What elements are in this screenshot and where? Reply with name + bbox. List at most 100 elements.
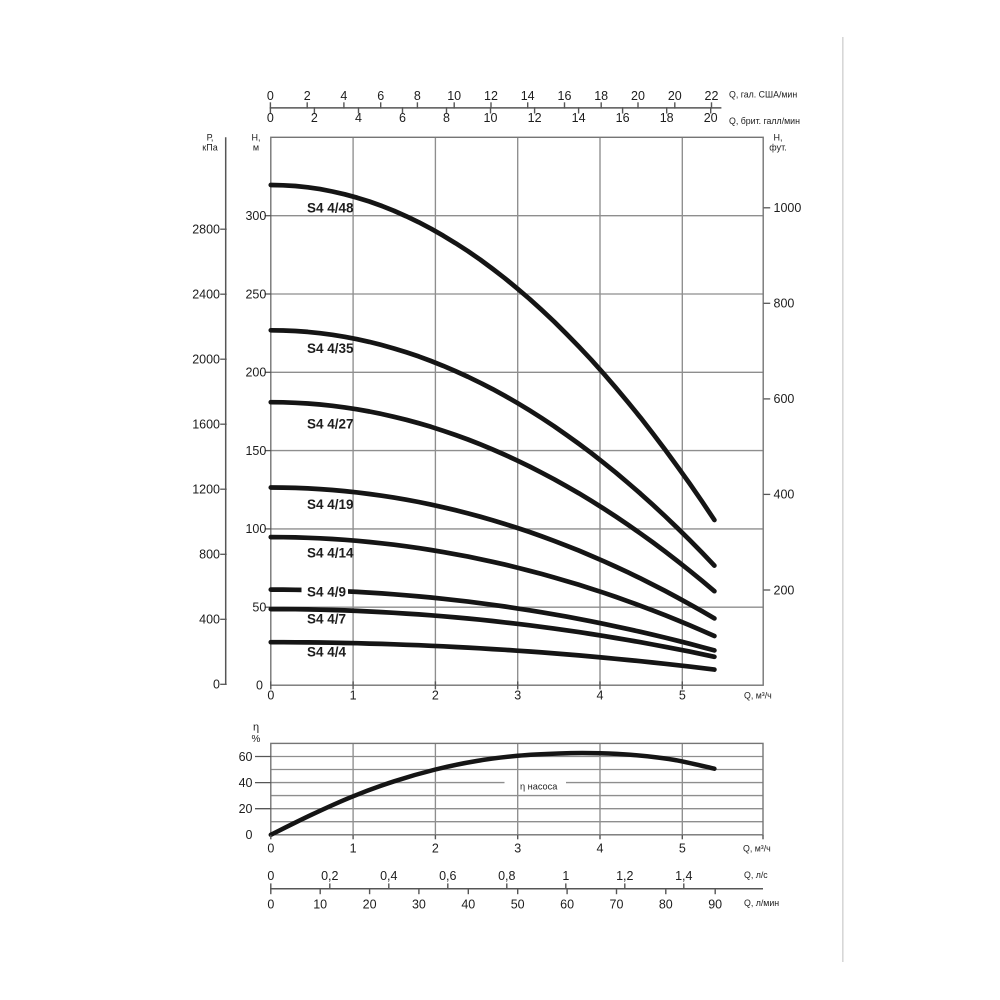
svg-text:3: 3 (514, 688, 521, 702)
svg-text:18: 18 (660, 111, 674, 125)
svg-text:20: 20 (363, 898, 377, 912)
svg-text:м: м (253, 143, 259, 153)
svg-text:0: 0 (213, 678, 220, 692)
svg-text:12: 12 (484, 89, 498, 103)
svg-text:6: 6 (399, 111, 406, 125)
svg-text:400: 400 (199, 613, 220, 627)
svg-text:10: 10 (484, 111, 498, 125)
svg-text:50: 50 (252, 601, 266, 615)
svg-text:2000: 2000 (192, 353, 220, 367)
svg-text:0,2: 0,2 (321, 869, 338, 883)
svg-text:5: 5 (679, 842, 686, 856)
svg-text:20: 20 (704, 111, 718, 125)
svg-text:0: 0 (267, 688, 274, 702)
svg-text:4: 4 (597, 842, 604, 856)
svg-text:300: 300 (245, 209, 266, 223)
svg-text:0,4: 0,4 (380, 869, 397, 883)
svg-text:2: 2 (432, 842, 439, 856)
svg-text:η: η (253, 722, 259, 734)
svg-text:70: 70 (610, 898, 624, 912)
svg-text:4: 4 (355, 111, 362, 125)
svg-text:18: 18 (594, 89, 608, 103)
svg-text:S4 4/7: S4 4/7 (307, 612, 346, 627)
svg-text:10: 10 (313, 898, 327, 912)
svg-text:600: 600 (774, 392, 795, 406)
svg-text:Q, м³/ч: Q, м³/ч (744, 690, 772, 700)
svg-text:16: 16 (616, 111, 630, 125)
svg-text:60: 60 (560, 898, 574, 912)
svg-text:200: 200 (774, 583, 795, 597)
svg-text:Н,: Н, (252, 132, 261, 142)
svg-text:Q, м³/ч: Q, м³/ч (743, 844, 771, 854)
svg-text:1200: 1200 (192, 483, 220, 497)
svg-text:S4 4/4: S4 4/4 (307, 645, 347, 660)
svg-text:10: 10 (447, 89, 461, 103)
svg-text:150: 150 (245, 444, 266, 458)
svg-text:100: 100 (245, 522, 266, 536)
svg-text:200: 200 (245, 366, 266, 380)
svg-text:1000: 1000 (774, 201, 802, 215)
svg-text:S4 4/9: S4 4/9 (307, 585, 346, 600)
svg-text:S4 4/27: S4 4/27 (307, 417, 354, 432)
svg-text:Q, л/мин: Q, л/мин (744, 898, 779, 908)
svg-text:14: 14 (572, 111, 586, 125)
svg-text:22: 22 (705, 89, 719, 103)
svg-text:0,6: 0,6 (439, 869, 456, 883)
svg-text:30: 30 (412, 898, 426, 912)
svg-text:Q, брит. галл/мин: Q, брит. галл/мин (729, 116, 800, 126)
svg-text:S4 4/48: S4 4/48 (307, 201, 354, 216)
svg-text:5: 5 (679, 688, 686, 702)
svg-text:2: 2 (432, 688, 439, 702)
svg-text:0: 0 (267, 898, 274, 912)
svg-text:1: 1 (562, 869, 569, 883)
svg-text:4: 4 (597, 688, 604, 702)
svg-text:0: 0 (267, 111, 274, 125)
svg-text:400: 400 (774, 488, 795, 502)
svg-text:0: 0 (267, 869, 274, 883)
svg-text:50: 50 (511, 898, 525, 912)
svg-text:кПа: кПа (202, 143, 217, 153)
svg-text:1,4: 1,4 (675, 869, 692, 883)
svg-text:Q, гал. США/мин: Q, гал. США/мин (729, 90, 797, 100)
svg-text:8: 8 (443, 111, 450, 125)
svg-text:40: 40 (461, 898, 475, 912)
svg-text:0: 0 (267, 89, 274, 103)
svg-text:20: 20 (239, 802, 253, 816)
svg-text:40: 40 (239, 776, 253, 790)
svg-text:S4 4/14: S4 4/14 (307, 546, 354, 561)
svg-text:0,8: 0,8 (498, 869, 515, 883)
svg-text:1600: 1600 (192, 418, 220, 432)
svg-text:фут.: фут. (769, 143, 786, 153)
svg-text:12: 12 (528, 111, 542, 125)
svg-text:0: 0 (246, 828, 253, 842)
svg-text:60: 60 (239, 750, 253, 764)
svg-text:%: % (252, 734, 261, 745)
svg-text:8: 8 (414, 89, 421, 103)
svg-text:16: 16 (558, 89, 572, 103)
svg-text:Н,: Н, (774, 132, 783, 142)
svg-text:S4 4/35: S4 4/35 (307, 341, 354, 356)
svg-text:800: 800 (199, 548, 220, 562)
svg-text:90: 90 (708, 898, 722, 912)
svg-text:20: 20 (631, 89, 645, 103)
svg-text:Q, л/с: Q, л/с (744, 870, 768, 880)
svg-text:80: 80 (659, 898, 673, 912)
svg-text:η насоса: η насоса (520, 781, 558, 791)
svg-text:1: 1 (350, 842, 357, 856)
svg-text:2: 2 (304, 89, 311, 103)
svg-text:4: 4 (340, 89, 347, 103)
svg-text:6: 6 (377, 89, 384, 103)
svg-text:0: 0 (256, 679, 263, 693)
svg-text:800: 800 (774, 297, 795, 311)
svg-text:20: 20 (668, 89, 682, 103)
svg-text:3: 3 (514, 842, 521, 856)
svg-text:1,2: 1,2 (616, 869, 633, 883)
svg-text:Р,: Р, (207, 132, 214, 142)
svg-text:0: 0 (267, 842, 274, 856)
svg-text:14: 14 (521, 89, 535, 103)
svg-text:2: 2 (311, 111, 318, 125)
svg-text:250: 250 (245, 287, 266, 301)
svg-text:2400: 2400 (192, 288, 220, 302)
svg-text:1: 1 (350, 688, 357, 702)
svg-text:S4 4/19: S4 4/19 (307, 497, 354, 512)
